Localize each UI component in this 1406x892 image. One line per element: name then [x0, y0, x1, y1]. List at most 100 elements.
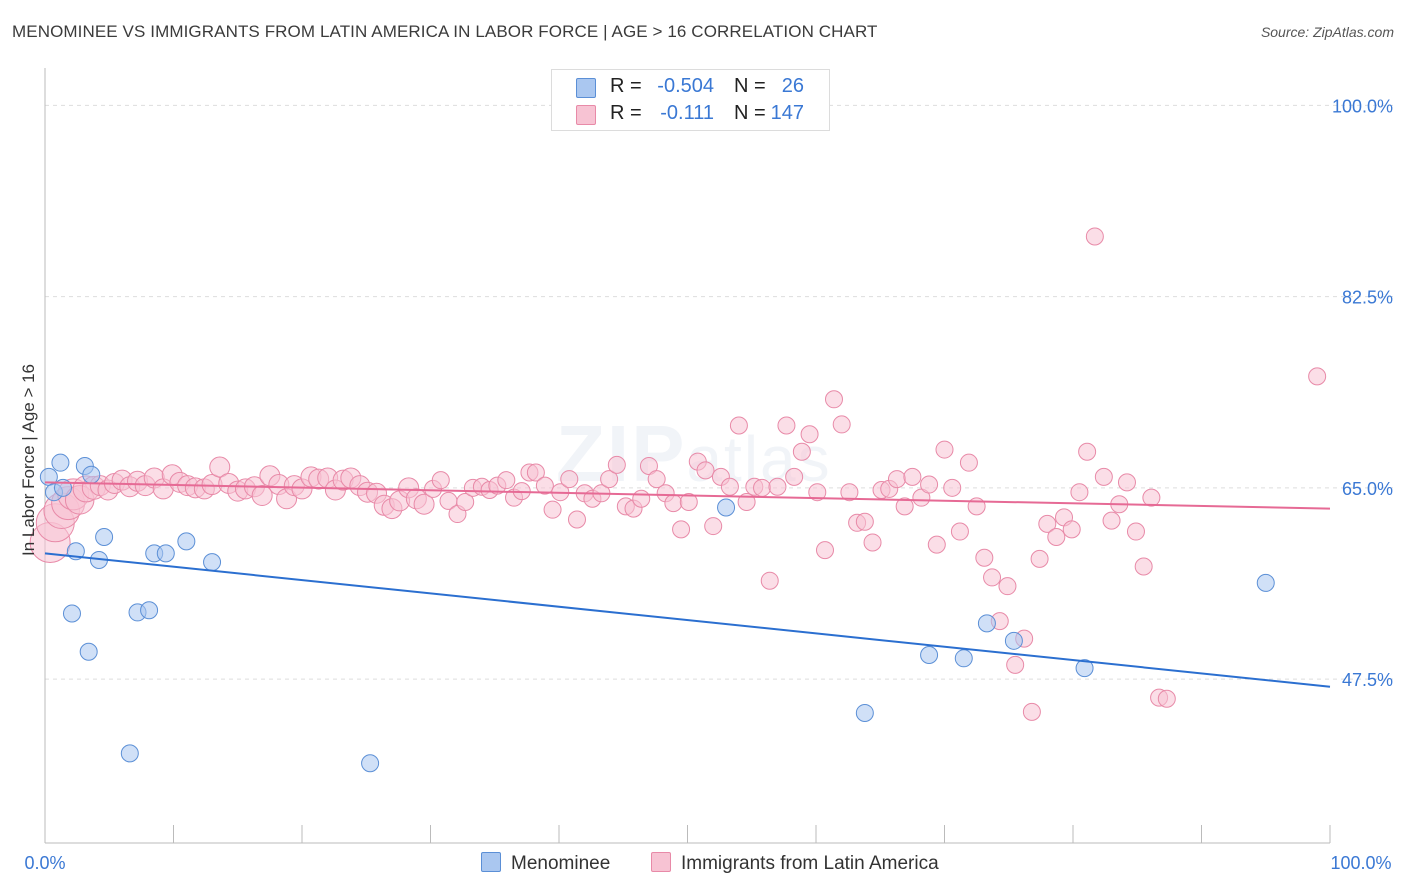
latin-america-point: [535, 476, 554, 495]
latin-america-point: [1070, 483, 1089, 502]
menominee-point: [82, 465, 101, 484]
menominee-trend-line: [44, 552, 1331, 688]
latin-america-point: [413, 493, 435, 515]
legend-swatch-pink: [576, 105, 596, 125]
latin-america-point: [808, 483, 827, 502]
menominee-point: [203, 553, 222, 572]
latin-america-point: [768, 477, 787, 496]
bottom-legend-label: Menominee: [511, 853, 611, 874]
menominee-point: [62, 604, 81, 623]
latin-america-point: [1157, 689, 1176, 708]
bottom-legend-swatch-pink: [651, 852, 671, 872]
latin-america-point: [526, 463, 545, 482]
menominee-point: [1256, 573, 1275, 592]
latin-america-point: [543, 500, 562, 519]
latin-america-point: [800, 425, 819, 444]
latin-america-point: [1085, 227, 1104, 246]
menominee-point: [140, 601, 159, 620]
latin-america-point: [863, 533, 882, 552]
latin-america-point: [855, 512, 874, 531]
menominee-point: [977, 614, 996, 633]
latin-america-point: [560, 470, 579, 489]
menominee-point: [79, 642, 98, 661]
menominee-point: [177, 532, 196, 551]
latin-america-point: [935, 440, 954, 459]
latin-america-point: [647, 470, 666, 489]
tick-labels: 47.5% 65.0% 82.5% 100.0% 0.0% 100.0% In Labor …: [19, 96, 1393, 873]
menominee-points: [39, 453, 1275, 773]
latin-america-point: [1117, 473, 1136, 492]
latin-america-point: [943, 478, 962, 497]
latin-america-point: [679, 493, 698, 512]
latin-america-point: [1047, 528, 1066, 546]
latin-america-point: [1094, 467, 1113, 486]
bottom-legend-menominee: Menominee: [481, 852, 610, 875]
latin-america-point: [950, 522, 969, 541]
legend-row-menominee: R = -0.504 N = 26: [552, 74, 829, 100]
latin-america-point: [998, 577, 1017, 596]
menominee-point: [51, 453, 70, 472]
latin-america-point: [1142, 488, 1161, 507]
latin-america-point: [1126, 522, 1145, 541]
latin-america-point: [664, 494, 683, 513]
latin-america-point: [704, 517, 723, 536]
latin-america-point: [1062, 520, 1081, 539]
latin-america-point: [567, 510, 586, 529]
menominee-point: [1004, 631, 1023, 650]
trend-lines: [44, 481, 1331, 688]
y-tick-label: 65.0%: [1342, 479, 1393, 499]
latin-america-point: [600, 470, 619, 489]
y-tick-label: 100.0%: [1332, 96, 1393, 116]
legend-swatch-blue: [576, 78, 596, 98]
legend-n-value: 26: [781, 75, 804, 97]
latin-america-point: [672, 520, 691, 539]
chart-title: MENOMINEE VS IMMIGRANTS FROM LATIN AMERI…: [12, 22, 878, 41]
menominee-point: [1075, 659, 1094, 678]
legend-r-label: R =: [610, 75, 642, 97]
latin-america-point: [760, 571, 779, 590]
latin-america-point: [632, 489, 651, 508]
menominee-point: [361, 754, 380, 773]
latin-america-point: [792, 442, 811, 461]
y-tick-label: 47.5%: [1342, 670, 1393, 690]
latin-america-point: [777, 416, 796, 435]
latin-america-point: [696, 461, 715, 480]
latin-america-point: [927, 535, 946, 554]
latin-america-point: [1006, 655, 1025, 674]
latin-america-point: [431, 471, 450, 490]
legend-n-label: N =: [734, 102, 766, 124]
latin-america-point: [815, 541, 834, 560]
bottom-legend-latin-america: Immigrants from Latin America: [651, 852, 939, 875]
grid-lines: [45, 104, 1395, 680]
menominee-point: [717, 498, 736, 517]
menominee-point: [855, 703, 874, 722]
menominee-point: [920, 646, 939, 665]
latin-america-point: [251, 484, 273, 506]
latin-america-point: [895, 497, 914, 516]
legend-n-value: 147: [770, 102, 804, 124]
latin-america-point: [983, 568, 1002, 587]
latin-america-point: [737, 493, 756, 512]
x-tick-label: 100.0%: [1330, 853, 1391, 873]
menominee-point: [156, 544, 175, 563]
legend-r-label: R =: [610, 102, 642, 124]
latin-america-point: [832, 415, 851, 434]
latin-america-point: [1102, 511, 1121, 530]
latin-america-point: [1134, 557, 1153, 576]
latin-america-point: [1022, 702, 1041, 721]
latin-america-point: [456, 493, 475, 512]
legend-n-label: N =: [734, 75, 766, 97]
latin-america-point: [959, 453, 978, 472]
legend-r-value: -0.111: [660, 102, 714, 124]
x-tick-label: 0.0%: [24, 853, 65, 873]
latin-america-point: [607, 455, 626, 474]
latin-america-point: [903, 467, 922, 486]
menominee-point: [120, 744, 139, 763]
latin-america-point: [887, 470, 906, 489]
y-axis-label: In Labor Force | Age > 16: [19, 364, 38, 556]
correlation-legend: R = -0.504 N = 26 R = -0.111 N = 147: [551, 69, 830, 131]
latin-america-point: [729, 416, 748, 435]
y-tick-label: 82.5%: [1342, 288, 1393, 308]
bottom-legend-swatch-blue: [481, 852, 501, 872]
